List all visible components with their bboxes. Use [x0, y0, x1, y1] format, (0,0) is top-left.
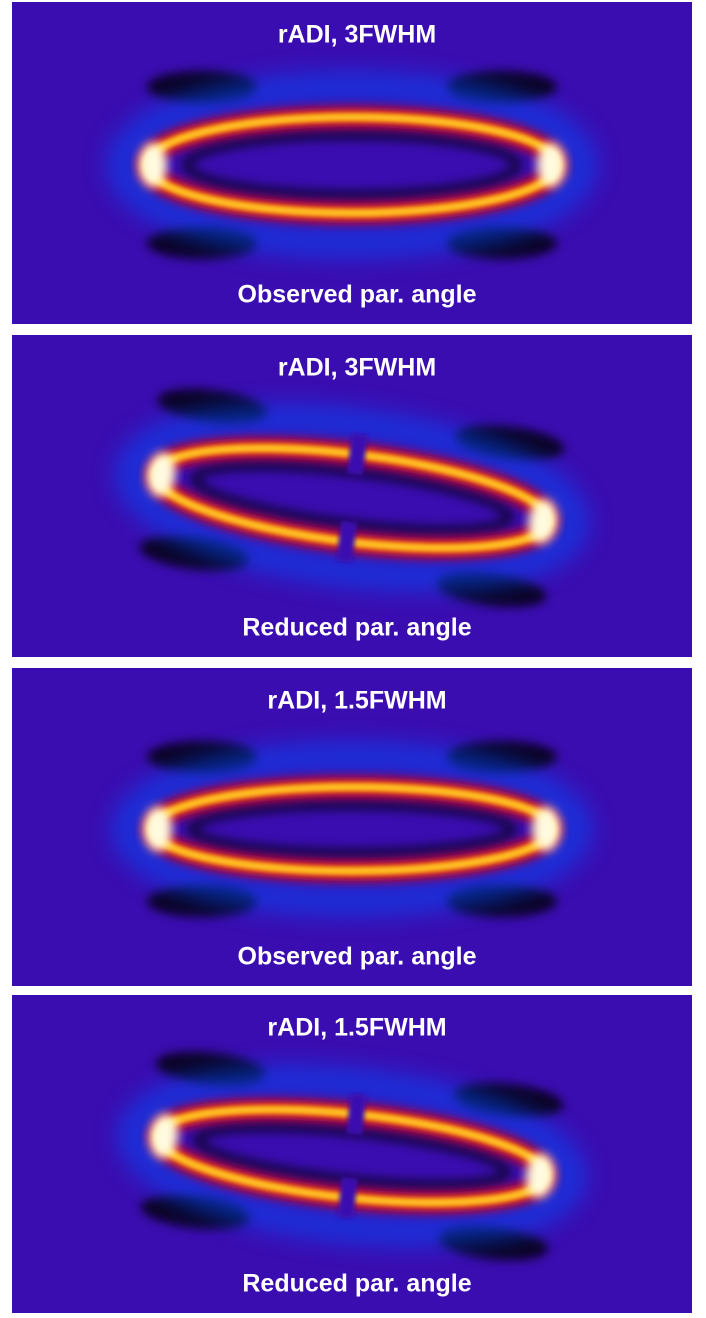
glow — [112, 742, 592, 916]
ring-gap — [346, 1093, 367, 1135]
panel-background — [12, 995, 692, 1313]
ring-gap — [337, 1177, 358, 1219]
panel: rADI, 3FWHM Observed par. angle — [12, 2, 692, 324]
panel-background — [12, 335, 692, 657]
panel-title: rADI, 1.5FWHM — [267, 1014, 446, 1042]
ring-image — [115, 389, 589, 607]
ring-tip — [147, 452, 176, 497]
panel: rADI, 3FWHM Reduced par. angle — [12, 335, 692, 657]
panel-caption: Reduced par. angle — [242, 1270, 471, 1298]
ring — [118, 1051, 586, 1261]
ring — [115, 389, 589, 607]
panel-caption: Observed par. angle — [238, 943, 477, 971]
ring-image — [107, 71, 597, 259]
inner-dark — [182, 130, 522, 200]
ring-tip — [528, 499, 557, 544]
ring-tip — [525, 1153, 555, 1198]
inner-dark — [187, 800, 517, 858]
ring-tip — [149, 1114, 179, 1159]
glow — [118, 1065, 586, 1247]
panel-title: rADI, 3FWHM — [278, 354, 436, 382]
ring-image — [118, 1051, 586, 1261]
glow — [115, 404, 589, 592]
ring — [112, 741, 592, 917]
panel-caption: Observed par. angle — [238, 281, 477, 309]
ring-tip — [532, 807, 560, 851]
ring-gap — [346, 433, 368, 476]
panel-title: rADI, 1.5FWHM — [267, 687, 446, 715]
glow — [107, 72, 597, 258]
ring-tip — [537, 143, 565, 187]
ring — [107, 71, 597, 259]
ring-tip — [144, 807, 172, 851]
panel: rADI, 1.5FWHM Reduced par. angle — [12, 995, 692, 1313]
panel: rADI, 1.5FWHM Observed par. angle — [12, 668, 692, 986]
ring-gap — [336, 520, 358, 563]
panel-caption: Reduced par. angle — [242, 614, 471, 642]
ring-image — [112, 741, 592, 917]
panel-title: rADI, 3FWHM — [278, 21, 436, 49]
ring-tip — [139, 143, 167, 187]
